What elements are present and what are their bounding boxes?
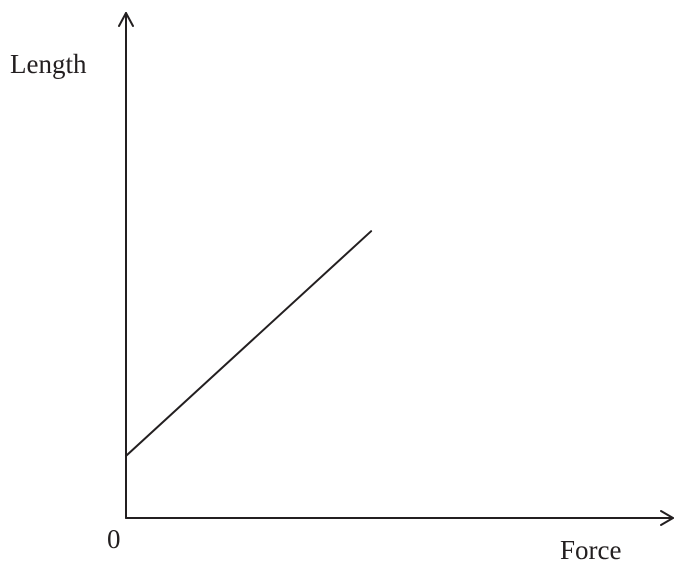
series-layer (125, 230, 373, 457)
y-axis-label: Length (10, 49, 87, 79)
origin-label: 0 (107, 524, 121, 554)
series-line-0 (125, 230, 373, 457)
x-axis-arrow-icon (660, 510, 674, 526)
y-axis-arrow-icon (118, 12, 134, 27)
x-axis-label: Force (560, 535, 621, 565)
